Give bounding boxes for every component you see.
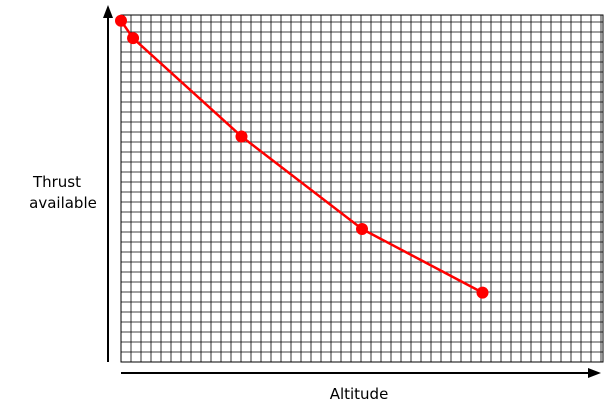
data-point xyxy=(115,14,127,27)
y-axis-label-line-1: Thrust xyxy=(32,173,81,191)
y-axis-arrow xyxy=(103,5,113,18)
data-point xyxy=(356,222,368,235)
series-layer xyxy=(115,14,489,299)
x-axis-label: Altitude xyxy=(330,385,389,403)
data-point xyxy=(235,130,248,143)
plot-frame xyxy=(120,14,604,363)
grid xyxy=(120,14,604,363)
data-point xyxy=(476,286,489,299)
y-axis-label-line-2: available xyxy=(29,194,97,212)
data-point xyxy=(127,32,140,45)
x-axis-arrow xyxy=(588,368,601,378)
